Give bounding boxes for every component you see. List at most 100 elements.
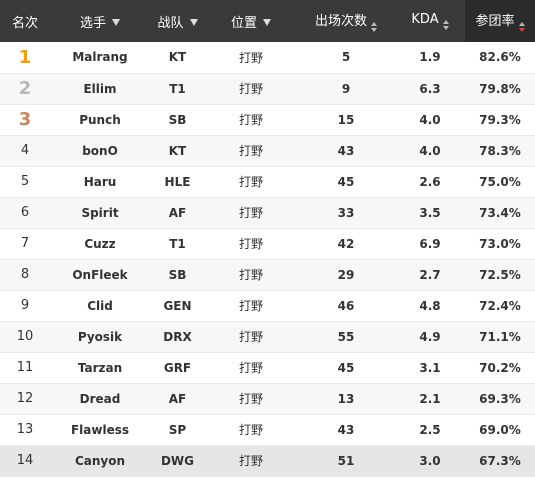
header-position[interactable]: 位置 [205,0,297,42]
kda-cell: 2.1 [395,383,465,415]
table-row[interactable]: 11 Tarzan GRF 打野 45 3.1 70.2% [0,352,535,384]
table-row[interactable]: 8 OnFleek SB 打野 29 2.7 72.5% [0,259,535,291]
table-row[interactable]: 1 Malrang KT 打野 5 1.9 82.6% [0,42,535,74]
rank-cell: 4 [0,135,50,167]
position-cell: 打野 [205,104,297,136]
team-cell: SB [150,259,205,291]
games-cell: 5 [297,42,395,74]
table-row[interactable]: 7 Cuzz T1 打野 42 6.9 73.0% [0,228,535,260]
header-rank-label: 名次 [11,15,38,31]
games-cell: 29 [297,259,395,291]
header-kda[interactable]: KDA [395,0,465,42]
table-row[interactable]: 12 Dread AF 打野 13 2.1 69.3% [0,383,535,415]
rank-cell: 8 [0,259,50,291]
team-cell: KT [150,42,205,74]
player-cell: Cuzz [50,228,150,260]
rank-cell: 9 [0,290,50,322]
kda-cell: 4.0 [395,104,465,136]
team-cell: GEN [150,290,205,322]
team-cell: T1 [150,73,205,105]
table-header-row: 名次 选手 战队 位置 出场次数 KDA 参团率 [0,0,535,42]
player-cell: Punch [50,104,150,136]
rank-medal: 2 [18,78,32,99]
position-cell: 打野 [205,228,297,260]
team-cell: GRF [150,352,205,384]
kp-cell: 79.3% [465,104,535,136]
table-row[interactable]: 3 Punch SB 打野 15 4.0 79.3% [0,104,535,136]
player-cell: OnFleek [50,259,150,291]
team-cell: AF [150,197,205,229]
games-cell: 43 [297,414,395,446]
filter-icon[interactable] [263,18,271,26]
games-cell: 55 [297,321,395,353]
header-player-label: 选手 [79,15,106,31]
header-games-label: 出场次数 [314,14,367,29]
team-cell: KT [150,135,205,167]
rank-cell: 5 [0,166,50,198]
position-cell: 打野 [205,290,297,322]
rank-cell: 3 [0,104,50,136]
team-cell: SB [150,104,205,136]
table-row[interactable]: 10 Pyosik DRX 打野 55 4.9 71.1% [0,321,535,353]
sort-desc-icon[interactable] [518,22,525,32]
player-cell: bonO [50,135,150,167]
team-cell: HLE [150,166,205,198]
position-cell: 打野 [205,321,297,353]
kda-cell: 2.7 [395,259,465,291]
kda-cell: 2.5 [395,414,465,446]
rank-number: 8 [20,267,30,282]
header-player[interactable]: 选手 [50,0,150,42]
kp-cell: 67.3% [465,445,535,477]
rank-number: 6 [20,205,30,220]
position-cell: 打野 [205,352,297,384]
player-cell: Pyosik [50,321,150,353]
kda-cell: 4.8 [395,290,465,322]
rank-cell: 11 [0,352,50,384]
player-cell: Canyon [50,445,150,477]
games-cell: 15 [297,104,395,136]
games-cell: 45 [297,166,395,198]
kp-cell: 78.3% [465,135,535,167]
kp-cell: 70.2% [465,352,535,384]
header-kp[interactable]: 参团率 [465,0,535,42]
header-team[interactable]: 战队 [150,0,205,42]
rank-cell: 10 [0,321,50,353]
kp-cell: 69.0% [465,414,535,446]
table-row[interactable]: 2 Ellim T1 打野 9 6.3 79.8% [0,73,535,105]
kp-cell: 82.6% [465,42,535,74]
rank-number: 11 [16,360,34,375]
rank-medal: 1 [18,46,32,68]
kda-cell: 6.3 [395,73,465,105]
header-games[interactable]: 出场次数 [297,0,395,42]
position-cell: 打野 [205,73,297,105]
table-row[interactable]: 14 Canyon DWG 打野 51 3.0 67.3% [0,445,535,477]
sort-icon[interactable] [371,22,377,32]
rank-number: 13 [16,422,34,437]
team-cell: AF [150,383,205,415]
rank-medal: 3 [18,109,32,130]
table-row[interactable]: 6 Spirit AF 打野 33 3.5 73.4% [0,197,535,229]
kp-cell: 73.4% [465,197,535,229]
kp-cell: 71.1% [465,321,535,353]
games-cell: 13 [297,383,395,415]
table-row[interactable]: 4 bonO KT 打野 43 4.0 78.3% [0,135,535,167]
table-row[interactable]: 5 Haru HLE 打野 45 2.6 75.0% [0,166,535,198]
team-cell: T1 [150,228,205,260]
games-cell: 43 [297,135,395,167]
rank-cell: 7 [0,228,50,260]
table-row[interactable]: 13 Flawless SP 打野 43 2.5 69.0% [0,414,535,446]
rank-number: 5 [20,174,30,189]
rank-number: 4 [20,143,30,158]
filter-icon[interactable] [112,18,120,26]
kp-cell: 72.5% [465,259,535,291]
kda-cell: 3.5 [395,197,465,229]
player-cell: Dread [50,383,150,415]
filter-icon[interactable] [189,18,198,26]
games-cell: 51 [297,445,395,477]
table-row[interactable]: 9 Clid GEN 打野 46 4.8 72.4% [0,290,535,322]
player-cell: Tarzan [50,352,150,384]
sort-icon[interactable] [442,20,449,30]
position-cell: 打野 [205,135,297,167]
player-cell: Flawless [50,414,150,446]
